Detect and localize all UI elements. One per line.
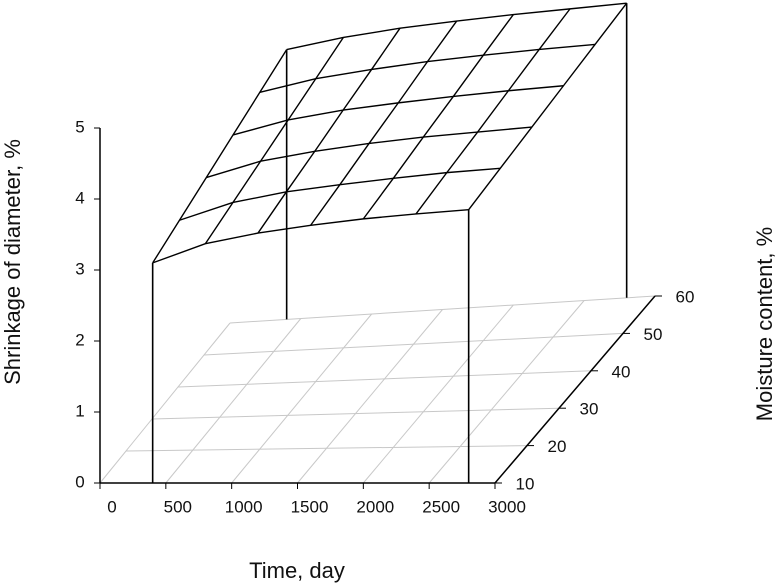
z-axis-label: Shrinkage of diameter, %	[0, 139, 25, 385]
x-axis-label: Time, day	[249, 558, 345, 583]
grid-line	[165, 318, 302, 484]
z-tick-label: 5	[75, 117, 84, 136]
surface-row-line	[152, 208, 469, 264]
grid-line	[177, 370, 592, 388]
y-tick-label: 10	[516, 474, 535, 493]
y-axis-label: Moisture content, %	[752, 227, 777, 421]
x-tick-label: 0	[107, 497, 116, 516]
grid-line	[428, 300, 585, 484]
x-tick-label: 1000	[225, 497, 263, 516]
surface-row-line	[286, 2, 627, 51]
surface-column-line	[204, 37, 344, 245]
x-tick-label: 3000	[488, 497, 526, 516]
x-tick-label: 2000	[356, 497, 394, 516]
z-tick-label: 0	[75, 472, 84, 491]
y-tick-label: 50	[644, 325, 663, 344]
grid-line	[362, 304, 514, 484]
axis-line	[494, 295, 656, 484]
surface-column-line	[257, 27, 401, 234]
grid-line	[125, 445, 528, 452]
x-tick-label: 500	[164, 497, 192, 516]
y-tick-label: 20	[548, 437, 567, 456]
z-tick-label: 4	[75, 188, 84, 207]
grid-line	[99, 322, 231, 484]
surface-column-line	[468, 2, 628, 211]
surface-row-line	[179, 167, 501, 221]
grid-line	[229, 295, 656, 324]
grid-line	[203, 332, 624, 356]
surface-column-line	[415, 8, 571, 215]
z-tick-label: 2	[75, 330, 84, 349]
grid-line	[151, 407, 560, 420]
surface-column-line	[152, 49, 288, 264]
y-tick-label: 40	[612, 362, 631, 381]
x-tick-label: 2500	[422, 497, 460, 516]
z-tick-label: 1	[75, 401, 84, 420]
y-tick-label: 60	[676, 287, 695, 306]
z-tick-label: 3	[75, 259, 84, 278]
surface-column-line	[310, 20, 458, 226]
grid-line	[297, 309, 443, 484]
grid-line	[231, 313, 373, 484]
surface-column-line	[362, 14, 514, 220]
x-tick-label: 1500	[291, 497, 329, 516]
surface-row-line	[259, 43, 596, 93]
y-tick-label: 30	[580, 400, 599, 419]
